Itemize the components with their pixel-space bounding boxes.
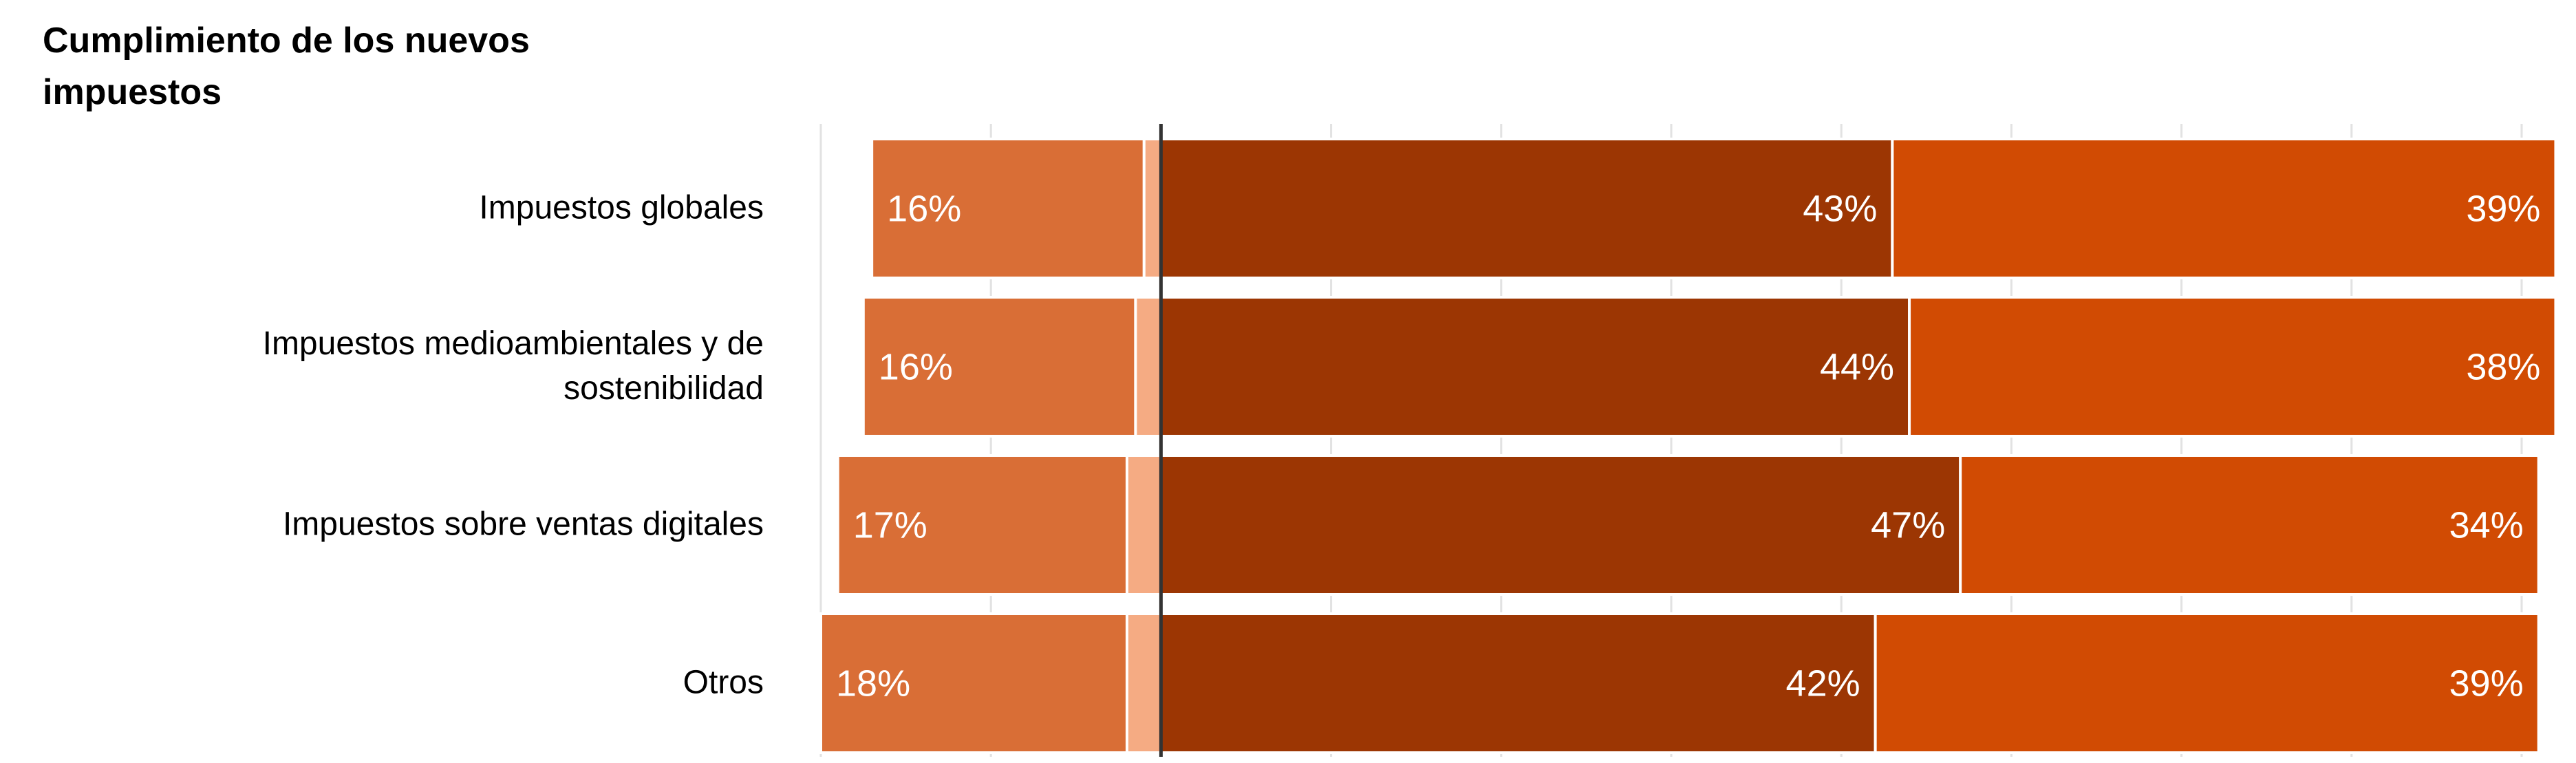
category-label: Impuestos globales bbox=[479, 189, 764, 226]
chart-title: Cumplimiento de los nuevos impuestos bbox=[43, 21, 530, 113]
category-label: Impuestos medioambientales y de sostenib… bbox=[262, 325, 764, 407]
bar-segment bbox=[1159, 296, 1911, 438]
value-label: 17% bbox=[853, 504, 927, 546]
value-label: 16% bbox=[879, 346, 953, 387]
bar-segment bbox=[1125, 612, 1163, 754]
category-label: Impuestos sobre ventas digitales bbox=[282, 506, 764, 543]
value-label: 34% bbox=[2449, 504, 2524, 546]
value-label: 16% bbox=[887, 188, 961, 229]
bar-segment bbox=[819, 612, 1128, 754]
value-label: 42% bbox=[1786, 663, 1860, 704]
value-label: 47% bbox=[1871, 504, 1945, 546]
bar-segment bbox=[836, 454, 1128, 596]
bar-segment bbox=[870, 138, 1146, 279]
bar-segment bbox=[1959, 454, 2540, 596]
bar-segment bbox=[1134, 296, 1163, 438]
value-label: 18% bbox=[836, 663, 910, 704]
bar-segment bbox=[861, 296, 1137, 438]
value-label: 38% bbox=[2466, 346, 2540, 387]
bar-segment bbox=[1159, 138, 1894, 279]
value-label: 43% bbox=[1803, 188, 1877, 229]
bar-segment bbox=[1142, 138, 1163, 279]
bar-segment bbox=[1908, 296, 2557, 438]
category-label: Otros bbox=[683, 664, 764, 701]
bar-segment bbox=[1891, 138, 2557, 279]
value-label: 39% bbox=[2449, 663, 2524, 704]
bar-segment bbox=[1874, 612, 2540, 754]
bar-segment bbox=[1125, 454, 1163, 596]
value-label: 39% bbox=[2466, 188, 2540, 229]
bar-segment bbox=[1159, 612, 1877, 754]
bar-segment bbox=[1159, 454, 1962, 596]
value-label: 44% bbox=[1820, 346, 1894, 387]
